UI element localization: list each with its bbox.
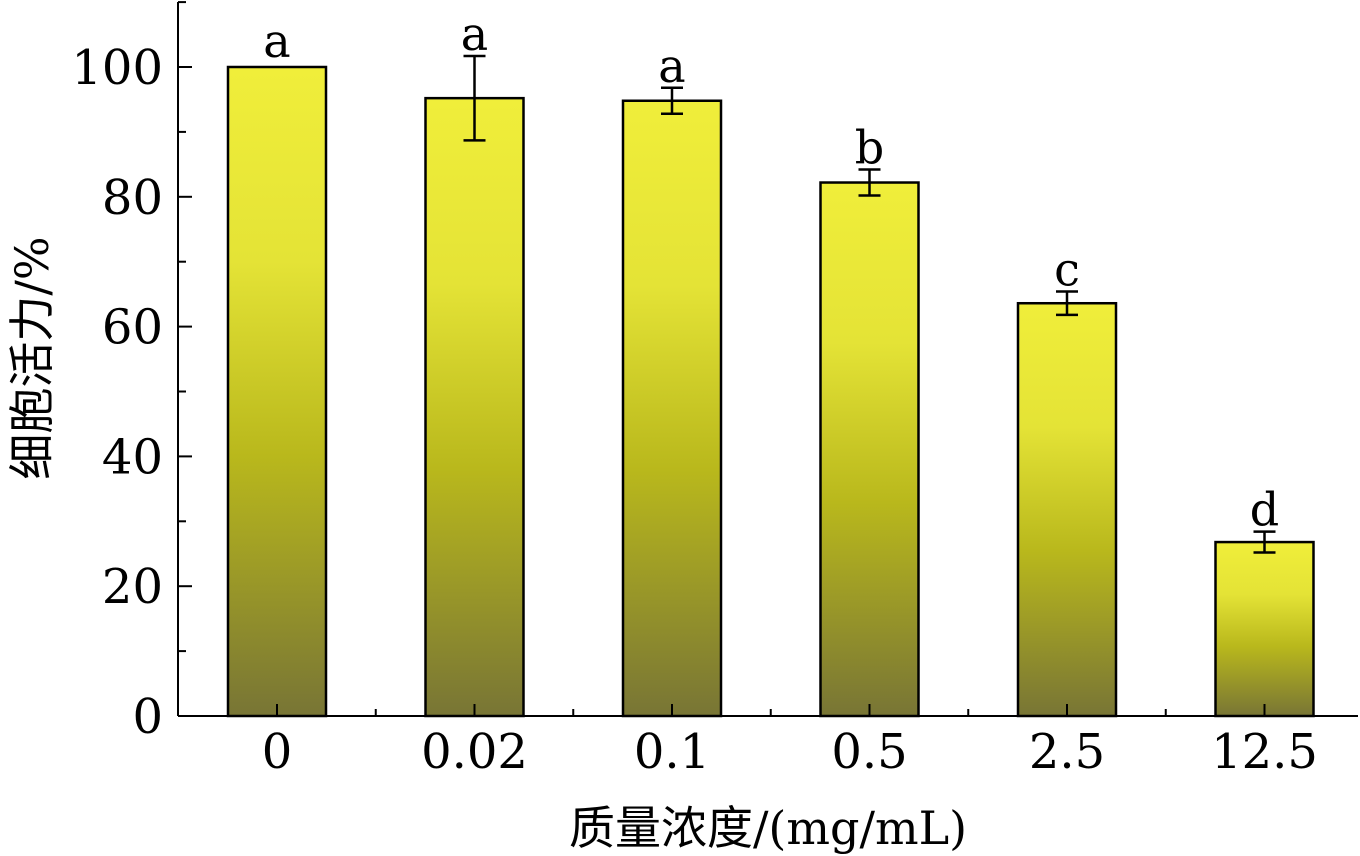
y-tick-label: 0	[132, 689, 163, 745]
significance-label: a	[658, 39, 685, 93]
significance-label: c	[1054, 243, 1080, 297]
error-bar-0.5	[858, 168, 881, 197]
x-tick-label: 0	[262, 724, 293, 780]
significance-label: b	[855, 121, 884, 175]
significance-label: a	[263, 14, 290, 68]
y-axis-title: 细胞活力/%	[5, 236, 59, 479]
x-tick-label: 0.5	[831, 724, 907, 780]
bar-12.5	[1214, 540, 1315, 718]
y-tick-label: 80	[102, 170, 163, 226]
error-bar-0.1	[661, 86, 683, 115]
bar-0	[226, 65, 328, 718]
y-tick-label: 40	[102, 429, 163, 485]
y-tick-label: 20	[102, 559, 163, 615]
x-tick-label: 2.5	[1029, 724, 1105, 780]
bars-layer	[226, 54, 1315, 718]
bar-0.1	[621, 99, 723, 718]
labels-layer: a 0 a 0.02 a 0.1 b 0.5 c 2.5 d 12.5 0 20 40 60 80 100	[71, 7, 1318, 780]
error-bar-0.02	[463, 54, 486, 142]
bar-2.5	[1016, 301, 1118, 718]
error-bar-12.5	[1253, 530, 1276, 554]
y-tick-label: 100	[71, 40, 163, 96]
bar-0.02	[424, 96, 525, 718]
x-axis-title: 质量浓度/(mg/mL)	[569, 801, 967, 855]
axes-layer	[177, 1, 1358, 717]
x-tick-label: 0.1	[634, 724, 710, 780]
bar-0.5	[819, 181, 920, 718]
significance-label: d	[1250, 483, 1279, 537]
significance-label: a	[461, 7, 488, 61]
error-bar-2.5	[1056, 290, 1078, 317]
y-tick-label: 60	[102, 300, 163, 356]
x-tick-label: 12.5	[1211, 724, 1318, 780]
x-tick-label: 0.02	[421, 724, 528, 780]
